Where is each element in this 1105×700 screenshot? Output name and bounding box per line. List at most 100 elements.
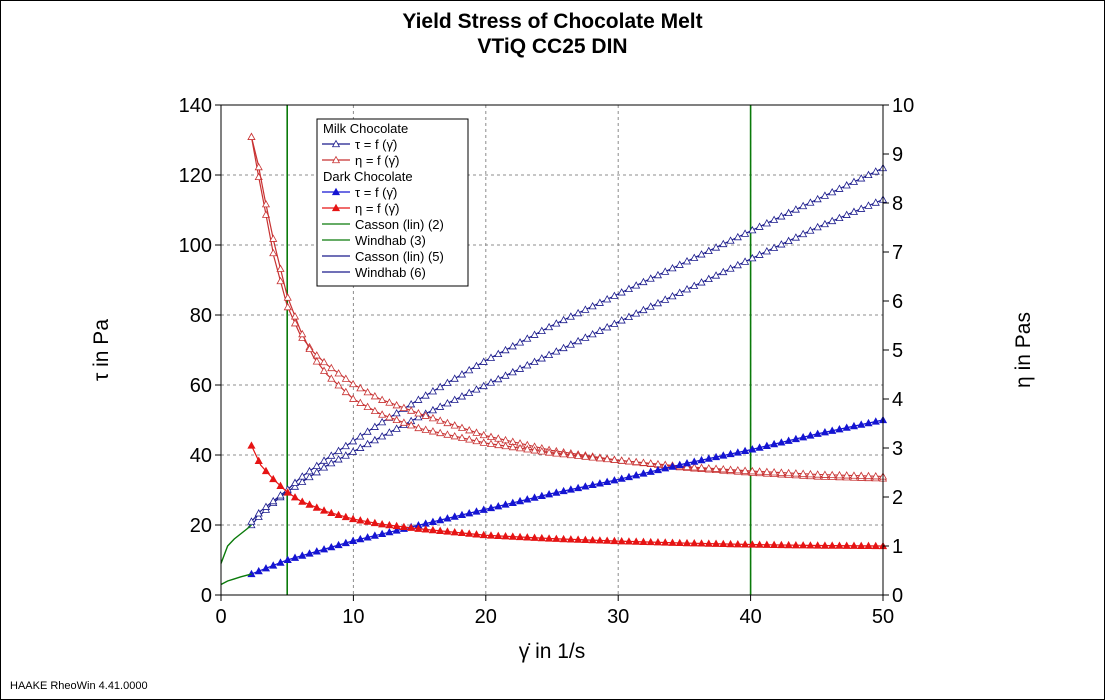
data-point — [690, 539, 699, 547]
data-point — [327, 363, 336, 372]
data-point — [327, 508, 336, 517]
data-point — [610, 319, 619, 327]
series-1 — [247, 163, 888, 525]
data-point — [341, 512, 350, 521]
data-point — [247, 517, 256, 525]
data-point — [864, 418, 873, 427]
data-point — [857, 541, 866, 549]
data-point — [770, 468, 779, 476]
data-point — [711, 464, 721, 472]
data-point — [508, 367, 517, 376]
legend-label: τ = f (γ̇) — [355, 185, 397, 200]
data-point — [254, 512, 263, 520]
y-right-axis-label: η in Pas — [1012, 312, 1035, 388]
data-point — [871, 198, 880, 206]
data-point — [537, 326, 546, 335]
data-point — [574, 451, 583, 459]
data-point — [319, 506, 329, 514]
data-point — [559, 486, 568, 495]
data-point — [370, 518, 379, 527]
data-point — [755, 443, 764, 451]
data-point — [646, 537, 655, 546]
data-point — [791, 434, 800, 443]
data-point — [588, 301, 597, 310]
data-point — [791, 233, 800, 241]
legend-header: Milk Chocolate — [323, 121, 408, 136]
data-point — [566, 485, 575, 493]
y-left-tick-label: 120 — [179, 165, 212, 187]
data-point — [762, 247, 771, 255]
data-point — [603, 477, 612, 485]
data-point — [690, 463, 699, 471]
data-point — [363, 517, 372, 525]
data-point — [835, 424, 844, 433]
data-point — [646, 459, 655, 467]
data-point — [675, 460, 684, 468]
data-point — [559, 449, 568, 458]
data-point — [370, 531, 379, 539]
legend-box — [316, 118, 469, 287]
data-point — [305, 344, 314, 353]
data-point — [515, 532, 525, 541]
data-point — [740, 466, 750, 474]
data-point — [762, 540, 771, 548]
data-point — [378, 520, 387, 528]
data-point — [820, 428, 830, 436]
data-point — [806, 198, 815, 206]
data-point — [428, 405, 438, 414]
data-point — [443, 378, 452, 386]
data-point — [704, 464, 713, 472]
data-point — [450, 528, 459, 536]
data-point — [748, 445, 757, 453]
data-point — [595, 453, 604, 462]
data-point — [349, 436, 358, 445]
data-point — [479, 438, 488, 446]
data-point — [632, 457, 641, 466]
data-point — [349, 447, 358, 455]
data-series — [220, 132, 888, 586]
data-point — [624, 457, 634, 465]
data-point — [356, 383, 365, 392]
data-point — [661, 295, 670, 303]
data-point — [566, 340, 575, 348]
data-point — [777, 438, 786, 446]
data-point — [276, 276, 285, 285]
data-point — [777, 240, 786, 248]
data-point — [835, 541, 844, 549]
y-right-tick-label: 3 — [892, 438, 903, 460]
data-point — [842, 181, 851, 189]
data-point — [443, 399, 452, 407]
data-point — [261, 564, 271, 572]
data-point — [486, 531, 496, 539]
data-point — [632, 281, 641, 289]
data-point — [770, 243, 779, 251]
data-point — [690, 281, 699, 289]
data-point — [472, 507, 481, 515]
data-point — [646, 302, 655, 310]
y-left-axis-label: τ in Pa — [90, 319, 113, 381]
data-point — [530, 446, 539, 454]
data-point — [762, 467, 771, 475]
data-point — [479, 505, 488, 513]
data-point — [334, 455, 343, 463]
data-point — [305, 472, 314, 481]
data-point — [857, 204, 866, 212]
data-point — [544, 448, 554, 456]
data-point — [363, 439, 372, 448]
data-point — [436, 382, 445, 391]
data-point — [559, 534, 568, 543]
data-point — [283, 302, 292, 311]
data-point — [784, 208, 793, 217]
y-left-tick-label: 20 — [190, 515, 212, 537]
data-point — [697, 539, 706, 547]
data-point — [617, 536, 626, 545]
data-point — [733, 465, 742, 474]
data-point — [617, 474, 626, 482]
data-point — [697, 250, 706, 258]
data-point — [370, 422, 379, 430]
data-point — [704, 539, 713, 547]
data-point — [690, 457, 699, 465]
data-point — [806, 431, 815, 439]
data-point — [755, 540, 764, 548]
data-point — [290, 553, 300, 561]
